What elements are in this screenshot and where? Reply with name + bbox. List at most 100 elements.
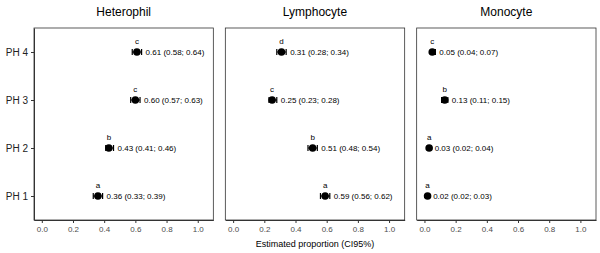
point xyxy=(321,192,329,200)
point xyxy=(278,48,286,56)
panel: Heterophil0.00.20.40.60.81.0PH 1PH 2PH 3… xyxy=(6,5,214,234)
point xyxy=(132,96,140,104)
y-tick-label: PH 2 xyxy=(6,143,29,154)
plot-frame xyxy=(34,28,213,220)
point xyxy=(424,192,432,200)
group-letter: a xyxy=(425,181,430,190)
y-tick-label: PH 3 xyxy=(6,95,29,106)
x-tick-mark xyxy=(456,220,457,223)
error-bar xyxy=(269,97,277,103)
x-tick-label: 0.8 xyxy=(161,225,173,234)
x-tick-label: 0.6 xyxy=(513,225,525,234)
x-axis-line xyxy=(35,220,214,221)
y-tick-mark xyxy=(31,148,34,149)
y-tick: PH 4 xyxy=(6,47,34,58)
group-letter: c xyxy=(133,85,137,94)
data-label: 0.36 (0.33; 0.39) xyxy=(107,192,166,201)
x-tick: 0.0 xyxy=(419,220,431,234)
x-tick: 0.0 xyxy=(228,220,240,234)
group-letter: b xyxy=(107,133,112,142)
data-label: 0.25 (0.23; 0.28) xyxy=(281,96,340,105)
group-letter: b xyxy=(310,133,315,142)
x-tick: 1.0 xyxy=(193,220,205,234)
data-label: 0.03 (0.02; 0.04) xyxy=(435,144,494,153)
annotations: a0.36 (0.33; 0.39)b0.43 (0.41; 0.46)c0.6… xyxy=(96,37,205,201)
x-tick: 0.4 xyxy=(290,220,302,234)
error-bar xyxy=(320,193,329,199)
x-tick-label: 1.0 xyxy=(384,225,396,234)
x-axis: 0.00.20.40.60.81.0 xyxy=(417,220,596,234)
x-tick: 0.4 xyxy=(482,220,494,234)
x-tick-mark xyxy=(487,220,488,223)
y-tick: PH 3 xyxy=(6,95,34,106)
x-axis-line xyxy=(226,220,405,221)
x-tick-mark xyxy=(580,220,581,223)
x-tick: 0.6 xyxy=(130,220,142,234)
group-letter: c xyxy=(430,37,434,46)
x-tick-label: 0.4 xyxy=(99,225,111,234)
x-tick: 1.0 xyxy=(384,220,396,234)
panel: Monocyte0.00.20.40.60.81.0a0.02 (0.02; 0… xyxy=(417,5,597,234)
point xyxy=(428,48,436,56)
point xyxy=(268,96,276,104)
x-tick-mark xyxy=(424,220,425,223)
data-label: 0.02 (0.02; 0.03) xyxy=(433,192,492,201)
point xyxy=(105,144,113,152)
y-tick-mark xyxy=(31,196,34,197)
x-tick-mark xyxy=(135,220,136,223)
figure: Heterophil0.00.20.40.60.81.0PH 1PH 2PH 3… xyxy=(0,0,600,253)
x-tick-mark xyxy=(233,220,234,223)
x-tick-mark xyxy=(389,220,390,223)
x-axis: 0.0 0.2 0.4 0.6 0.8 1.0 xyxy=(35,220,214,234)
error-bar xyxy=(132,49,141,55)
marks xyxy=(424,48,449,200)
point xyxy=(94,192,102,200)
panel-title: Heterophil xyxy=(96,5,151,19)
x-tick: 0.8 xyxy=(353,220,365,234)
y-tick-label: PH 4 xyxy=(6,47,29,58)
x-tick-label: 0.8 xyxy=(353,225,365,234)
x-tick: 1.0 xyxy=(575,220,587,234)
x-tick: 0.2 xyxy=(68,220,80,234)
panel: Lymphocyte0.00.20.40.60.81.0a0.59 (0.56;… xyxy=(225,5,405,249)
x-tick-mark xyxy=(167,220,168,223)
x-tick-label: 1.0 xyxy=(575,225,587,234)
x-tick-mark xyxy=(358,220,359,223)
group-letter: a xyxy=(96,181,101,190)
x-tick-label: 0.6 xyxy=(130,225,142,234)
x-tick-label: 0.6 xyxy=(322,225,334,234)
x-tick-mark xyxy=(104,220,105,223)
data-label: 0.60 (0.57; 0.63) xyxy=(144,96,203,105)
x-tick-mark xyxy=(296,220,297,223)
x-tick-mark xyxy=(518,220,519,223)
x-tick-label: 0.2 xyxy=(259,225,271,234)
panel-title: Monocyte xyxy=(480,5,532,19)
x-tick: 0.2 xyxy=(451,220,463,234)
x-tick-mark xyxy=(549,220,550,223)
error-bar xyxy=(277,49,286,55)
x-tick: 0.6 xyxy=(322,220,334,234)
point xyxy=(425,144,433,152)
x-tick-label: 0.0 xyxy=(419,225,431,234)
x-tick: 0.4 xyxy=(99,220,111,234)
group-letter: d xyxy=(279,37,283,46)
annotations: a0.59 (0.56; 0.62)b0.51 (0.48; 0.54)c0.2… xyxy=(270,37,393,201)
error-bar xyxy=(442,97,448,103)
y-tick-mark xyxy=(31,100,34,101)
point xyxy=(133,48,141,56)
x-tick: 0.0 xyxy=(37,220,49,234)
x-tick-label: 0.4 xyxy=(290,225,302,234)
data-label: 0.51 (0.48; 0.54) xyxy=(321,144,380,153)
point xyxy=(309,144,317,152)
y-tick: PH 2 xyxy=(6,143,34,154)
y-axis-line xyxy=(34,29,35,221)
x-tick-mark xyxy=(73,220,74,223)
x-tick: 0.8 xyxy=(161,220,173,234)
marks xyxy=(93,48,141,200)
data-label: 0.59 (0.56; 0.62) xyxy=(334,192,393,201)
error-bar xyxy=(93,193,102,199)
panel-title: Lymphocyte xyxy=(283,5,348,19)
plot-frame xyxy=(417,28,596,220)
y-tick-mark xyxy=(31,52,34,53)
error-bar xyxy=(106,145,114,151)
